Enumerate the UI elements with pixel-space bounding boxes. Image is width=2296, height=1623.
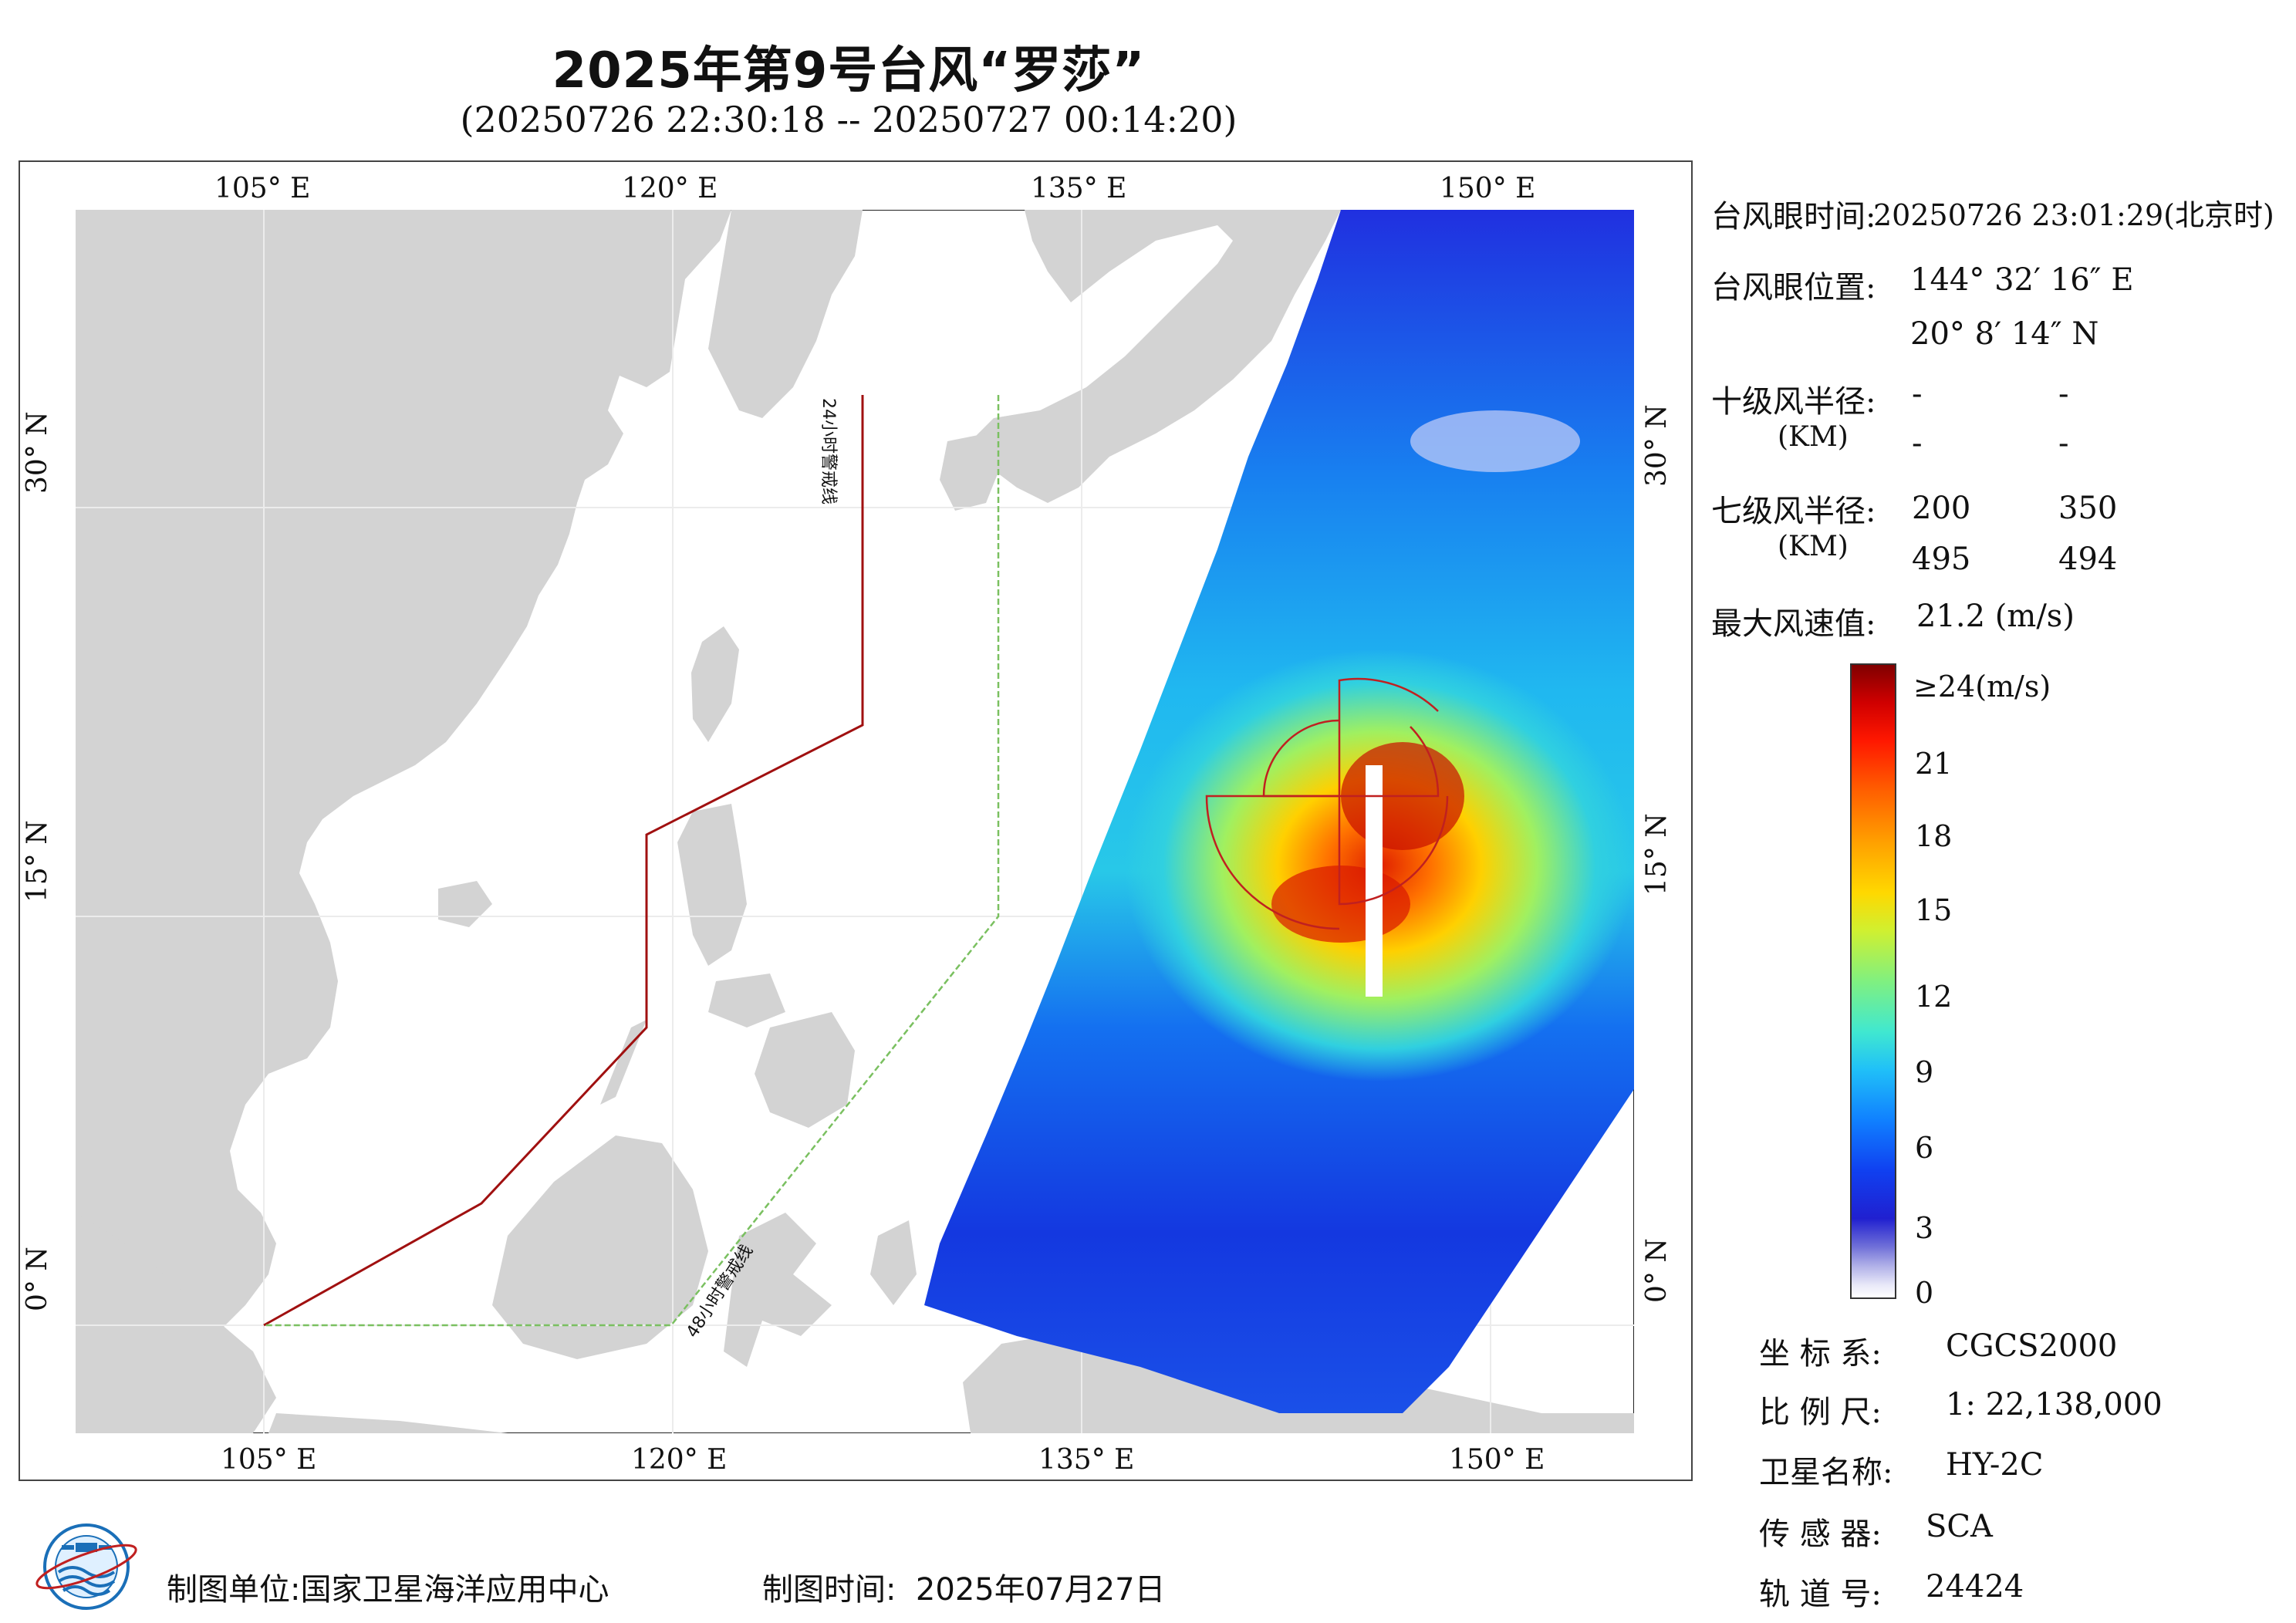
map-canvas — [76, 210, 1634, 1433]
swath-gap — [1366, 765, 1383, 997]
r7-value: 350 — [2058, 491, 2118, 526]
r10-value: - — [2058, 426, 2069, 461]
eye-time-label: 台风眼时间: — [1711, 199, 1876, 235]
lat-label-right: 15° N — [1641, 813, 1673, 896]
nsoas-logo-icon — [35, 1523, 137, 1610]
r7-value: 495 — [1912, 542, 1971, 577]
lon-label-top: 120° E — [622, 173, 718, 204]
lon-label-bottom: 135° E — [1038, 1444, 1135, 1476]
lon-label-top: 150° E — [1440, 173, 1536, 204]
lon-label-bottom: 120° E — [631, 1444, 728, 1476]
r7-label: 七级风半径: — [1711, 494, 1876, 529]
eye-position-label: 台风眼位置: — [1711, 270, 1876, 305]
warning-line-48h — [264, 395, 1000, 1327]
lon-label-top: 135° E — [1031, 173, 1127, 204]
orbit-label: 轨 道 号: — [1759, 1577, 1882, 1612]
lat-label-left: 0° N — [22, 1247, 53, 1311]
satellite-label: 卫星名称: — [1759, 1455, 1893, 1490]
max-wind-value: 21.2 (m/s) — [1916, 599, 2075, 634]
r10-value: - — [2058, 376, 2069, 412]
wind-speed-colorbar — [1850, 663, 1896, 1299]
orbit-value: 24424 — [1926, 1569, 2024, 1604]
land-java — [268, 1413, 508, 1433]
colorbar-label: ≥24(m/s) — [1913, 670, 2051, 704]
scale-value: 1: 22,138,000 — [1946, 1387, 2163, 1422]
r10-label: 十级风半径: — [1711, 384, 1876, 420]
map-title: 2025年第9号台风“罗莎” — [552, 42, 1146, 100]
swath-light-patch — [1410, 410, 1580, 472]
colorbar-label: 21 — [1915, 747, 1953, 781]
warning-line-24h-label: 24小时警戒线 — [819, 398, 838, 504]
lat-label-right: 0° N — [1641, 1238, 1673, 1303]
land-japan — [971, 210, 1341, 503]
eye-time-value: 20250726 23:01:29(北京时) — [1873, 198, 2274, 232]
production-date-value: 2025年07月27日 — [915, 1572, 1166, 1608]
land-kyushu — [940, 434, 1001, 511]
r10-value: - — [1912, 426, 1923, 461]
land-luzon — [677, 804, 747, 966]
land-korea — [708, 210, 863, 418]
lon-label-top: 105° E — [214, 173, 311, 204]
r7-unit: (KM) — [1778, 531, 1849, 562]
land-visayas — [708, 973, 785, 1027]
eye-longitude: 144° 32′ 16″ E — [1910, 262, 2134, 298]
map-subtitle: (20250726 22:30:18 -- 20250727 00:14:20) — [460, 99, 1237, 140]
r7-value: 494 — [2058, 542, 2118, 577]
colorbar-label: 3 — [1915, 1211, 1934, 1245]
wind-radius-7 — [1205, 677, 1449, 930]
lon-label-bottom: 150° E — [1449, 1444, 1545, 1476]
lat-label-left: 30° N — [22, 411, 53, 494]
land-mindanao — [755, 1012, 855, 1128]
satellite-value: HY-2C — [1946, 1447, 2044, 1483]
producer-unit-value: 国家卫星海洋应用中心 — [300, 1572, 609, 1608]
max-wind-label: 最大风速值: — [1711, 606, 1876, 642]
colorbar-label: 18 — [1915, 819, 1953, 853]
producer-unit-label: 制图单位: — [167, 1572, 301, 1608]
eye-latitude: 20° 8′ 14″ N — [1910, 316, 2099, 352]
production-date: 制图时间: 2025年07月27日 — [762, 1564, 1166, 1609]
production-date-label: 制图时间: — [762, 1572, 896, 1608]
r10-unit: (KM) — [1778, 421, 1849, 453]
colorbar-label: 9 — [1915, 1055, 1934, 1089]
colorbar-label: 6 — [1915, 1131, 1934, 1165]
scale-label: 比 例 尺: — [1759, 1395, 1882, 1430]
crs-value: CGCS2000 — [1946, 1328, 2118, 1364]
land-sumatra — [76, 1213, 276, 1433]
r7-value: 200 — [1912, 491, 1971, 526]
land-mainland — [76, 210, 731, 1433]
colorbar-label: 12 — [1915, 980, 1953, 1014]
lat-label-right: 30° N — [1641, 404, 1673, 487]
sensor-value: SCA — [1926, 1509, 1993, 1544]
land-halmahera — [870, 1220, 917, 1305]
crs-label: 坐 标 系: — [1759, 1336, 1882, 1372]
lat-label-left: 15° N — [22, 820, 53, 903]
r10-value: - — [1912, 376, 1923, 412]
colorbar-label: 15 — [1915, 893, 1953, 927]
colorbar-label: 0 — [1915, 1276, 1934, 1310]
producer-unit: 制图单位:国家卫星海洋应用中心 — [167, 1564, 609, 1609]
land-sulawesi — [724, 1213, 832, 1367]
land-borneo — [492, 1135, 708, 1359]
sensor-label: 传 感 器: — [1759, 1517, 1882, 1552]
lon-label-bottom: 105° E — [221, 1444, 317, 1476]
land-taiwan — [691, 626, 739, 742]
warning-line-24h — [263, 395, 864, 1327]
